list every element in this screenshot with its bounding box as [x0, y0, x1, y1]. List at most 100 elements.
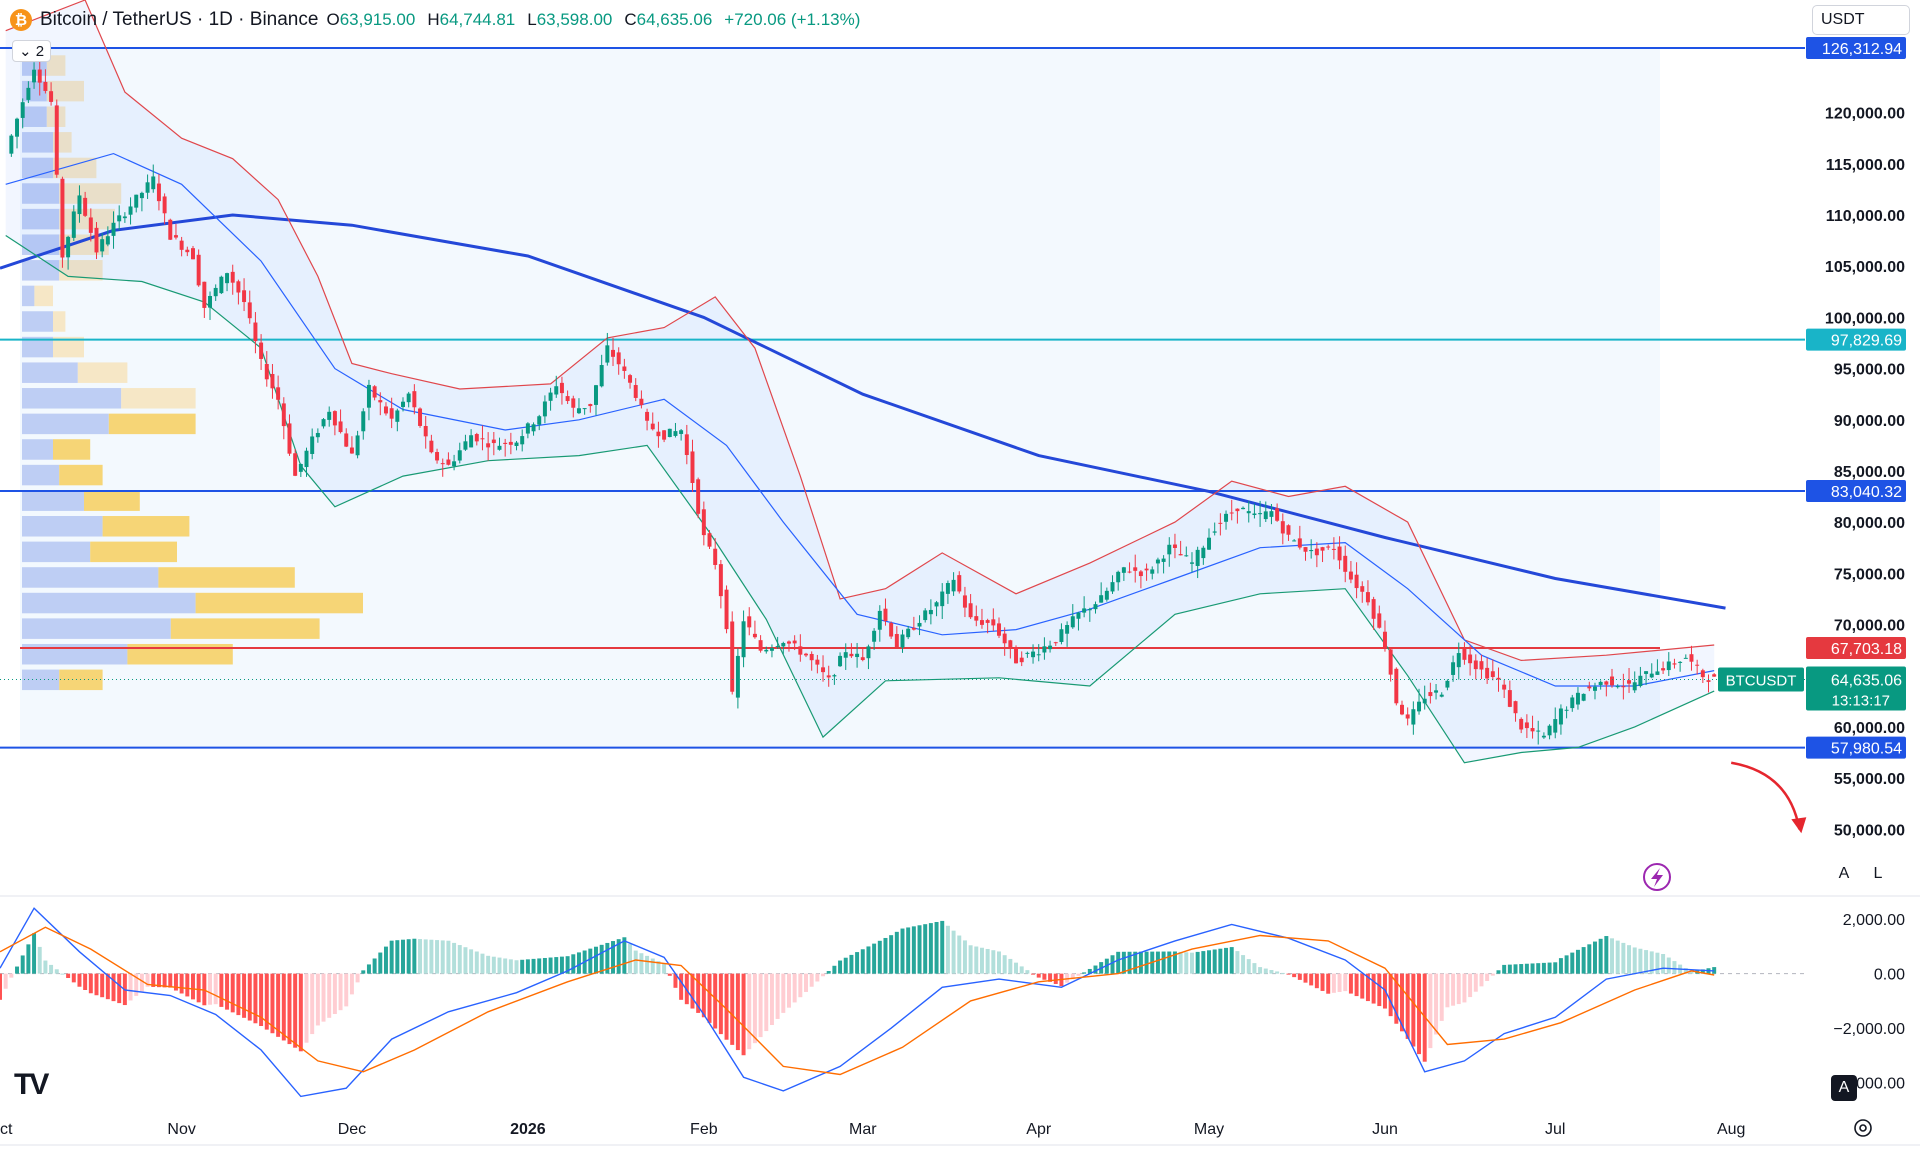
macd-histogram-bar — [310, 973, 315, 1035]
macd-histogram-bar — [349, 973, 354, 995]
macd-histogram-bar — [1292, 973, 1297, 978]
candle-body — [1700, 670, 1705, 678]
candle-body — [1303, 547, 1308, 552]
macd-histogram-bar — [20, 955, 25, 974]
candle-body — [486, 443, 491, 448]
macd-histogram-bar — [1360, 973, 1365, 999]
candle-body — [843, 652, 848, 658]
macd-histogram-bar — [100, 973, 105, 998]
macd-histogram-bar — [1513, 964, 1518, 974]
candle-body — [679, 430, 684, 434]
macd-histogram-bar — [1553, 962, 1558, 974]
macd-histogram-bar — [542, 957, 547, 974]
candle-body — [911, 627, 916, 630]
candle-body — [401, 401, 405, 407]
macd-histogram-bar — [128, 973, 133, 1001]
candle-body — [1348, 571, 1353, 580]
candle-body — [270, 373, 275, 389]
macd-histogram-bar — [985, 948, 990, 974]
macd-histogram-bar — [1252, 963, 1257, 974]
candle-body — [1002, 633, 1007, 644]
candle-body — [276, 387, 281, 400]
macd-histogram-bar — [713, 973, 718, 1029]
candle-body — [1297, 538, 1302, 548]
macd-histogram-bar — [395, 940, 400, 974]
auto-scale-button[interactable]: A — [1831, 861, 1857, 887]
macd-histogram-bar — [162, 973, 167, 988]
macd-histogram-bar — [565, 956, 570, 974]
price-axis-label: 70,000.00 — [1834, 618, 1905, 635]
macd-histogram-bar — [997, 951, 1001, 974]
tradingview-logo[interactable]: TV — [14, 1068, 49, 1102]
log-scale-button[interactable]: L — [1865, 861, 1891, 887]
candle-body — [968, 603, 973, 618]
macd-histogram-bar — [423, 939, 428, 974]
candle-body — [1263, 511, 1268, 520]
candle-body — [338, 421, 343, 433]
macd-histogram-bar — [1638, 948, 1643, 974]
macd-histogram-bar — [1087, 968, 1092, 974]
candle-body — [66, 236, 71, 258]
macd-histogram-bar — [1337, 973, 1342, 992]
indicators-toggle[interactable]: ⌄ 2 — [12, 40, 52, 62]
macd-histogram-bar — [1201, 951, 1206, 974]
macd-histogram-bar — [752, 973, 757, 1044]
macd-histogram-bar — [1036, 973, 1041, 978]
macd-histogram-bar — [94, 973, 99, 996]
candle-body — [752, 633, 757, 638]
candle-body — [1087, 609, 1092, 611]
level-price-label: 67,703.18 — [1831, 641, 1902, 658]
macd-histogram-bar — [860, 949, 865, 974]
candle-body — [151, 176, 156, 190]
currency-label: USDT — [1821, 11, 1865, 28]
price-axis-label: 95,000.00 — [1834, 362, 1905, 379]
macd-histogram-bar — [662, 963, 667, 974]
candle-body — [1161, 558, 1166, 562]
candle-body — [1524, 722, 1529, 729]
macd-histogram-bar — [139, 973, 144, 992]
macd-histogram-bar — [554, 957, 559, 974]
candle-body — [418, 408, 423, 426]
candle-body — [917, 622, 922, 627]
macd-histogram-bar — [781, 973, 786, 1013]
candle-body — [1212, 531, 1217, 533]
macd-histogram-bar — [1207, 950, 1211, 974]
macd-histogram-bar — [1070, 973, 1075, 980]
candle-body — [71, 211, 76, 238]
candle-body — [1218, 522, 1223, 524]
level-price-tag — [1806, 637, 1906, 660]
macd-histogram-bar — [457, 945, 462, 974]
candle-body — [1167, 544, 1172, 555]
candle-body — [1485, 667, 1490, 679]
macd-histogram-bar — [327, 973, 332, 1018]
macd-auto-scale-label: A — [1838, 1079, 1850, 1096]
macd-histogram-bar — [1076, 973, 1081, 976]
candle-body — [128, 206, 133, 215]
volume-profile-down-bar — [77, 362, 128, 383]
macd-histogram-bar — [1127, 951, 1132, 974]
candle-body — [821, 667, 826, 673]
macd-auto-scale-button[interactable]: A — [1831, 1075, 1857, 1101]
macd-histogram-bar — [446, 940, 451, 974]
volume-profile-down-bar — [170, 618, 320, 639]
candle-body — [1031, 651, 1036, 658]
time-axis-label: Mar — [849, 1121, 877, 1138]
macd-histogram-bar — [571, 954, 576, 974]
volume-profile-down-bar — [59, 464, 103, 486]
candle-body — [15, 118, 20, 137]
volume-profile-down-bar — [121, 388, 196, 409]
candle-body — [832, 675, 837, 677]
volume-profile-down-bar — [53, 157, 97, 179]
low-value: 63,598.00 — [536, 10, 613, 29]
candle-body — [1053, 642, 1058, 644]
currency-select[interactable]: USDT — [1812, 5, 1910, 35]
macd-histogram-bar — [775, 973, 780, 1019]
volume-profile-down-bar — [34, 285, 53, 307]
candle-body — [974, 616, 979, 621]
candle-body — [883, 608, 888, 621]
candle-body — [1490, 671, 1495, 677]
symbol-title[interactable]: Bitcoin / TetherUS · 1D · Binance — [40, 9, 319, 30]
macd-histogram-bar — [1524, 963, 1529, 974]
candle-body — [469, 435, 474, 448]
